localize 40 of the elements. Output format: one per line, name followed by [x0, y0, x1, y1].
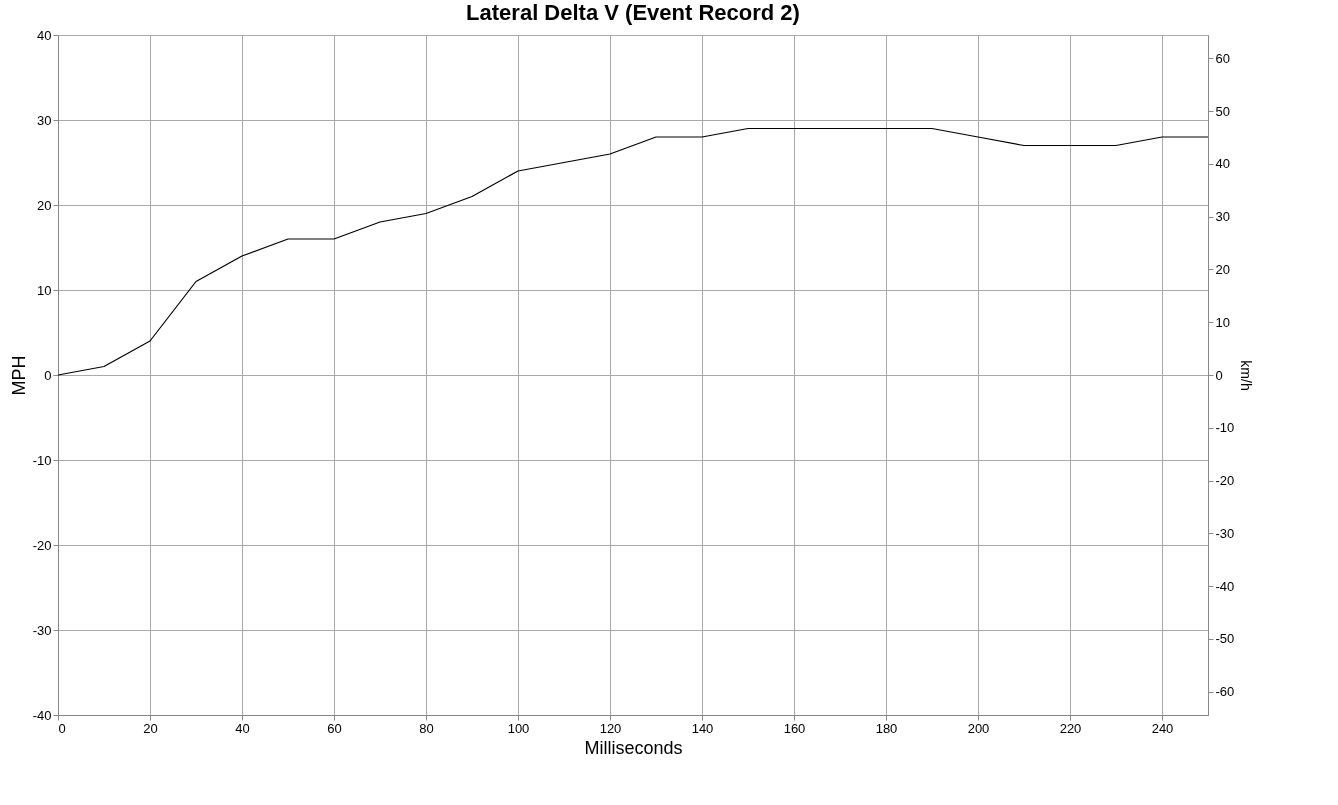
x-axis-title: Milliseconds	[584, 737, 683, 758]
y2-tick-label: -10	[1215, 420, 1235, 436]
y-tick-label: 30	[37, 112, 52, 128]
y2-tick-label: 0	[1215, 367, 1223, 383]
x-tick-label: 60	[327, 720, 342, 736]
y-tick-label: -40	[32, 707, 52, 723]
x-tick-label: 140	[691, 720, 714, 736]
x-tick-label: 240	[1151, 720, 1174, 736]
y2-axis-title: km/h	[1238, 360, 1255, 391]
x-tick-label: 180	[875, 720, 898, 736]
y-tick-label: -30	[32, 622, 52, 638]
y-axis-title: MPH	[8, 355, 29, 396]
y2-tick-label: -30	[1215, 525, 1235, 541]
x-tick-label: 80	[419, 720, 434, 736]
y-tick-label: 10	[37, 282, 52, 298]
y-tick-label: -10	[32, 452, 52, 468]
line-series	[57, 127, 1209, 376]
y2-tick-label: 50	[1215, 103, 1230, 119]
x-tick-label: 120	[599, 720, 622, 736]
x-tick-label: 200	[967, 720, 990, 736]
x-tick-label: 40	[235, 720, 250, 736]
y2-tick-label: 60	[1215, 50, 1230, 66]
y-tick-label: 0	[44, 367, 52, 383]
y2-tick-label: 40	[1215, 156, 1230, 172]
y2-tick-label: -20	[1215, 473, 1235, 489]
y2-tick-label: 20	[1215, 261, 1230, 277]
x-tick-label: 20	[143, 720, 158, 736]
y2-tick-label: -60	[1215, 684, 1235, 700]
x-tick-label: 160	[783, 720, 806, 736]
y2-tick-label: 10	[1215, 314, 1230, 330]
x-tick-label: 0	[58, 720, 66, 736]
y-tick-label: 40	[37, 27, 52, 43]
y2-tick-label: 30	[1215, 209, 1230, 225]
y-tick-label: -20	[32, 537, 52, 553]
y2-tick-label: -50	[1215, 631, 1235, 647]
y2-tick-label: -40	[1215, 578, 1235, 594]
chart-title: Lateral Delta V (Event Record 2)	[466, 0, 800, 25]
y-tick-label: 20	[37, 197, 52, 213]
x-tick-label: 220	[1059, 720, 1082, 736]
x-tick-label: 100	[507, 720, 530, 736]
